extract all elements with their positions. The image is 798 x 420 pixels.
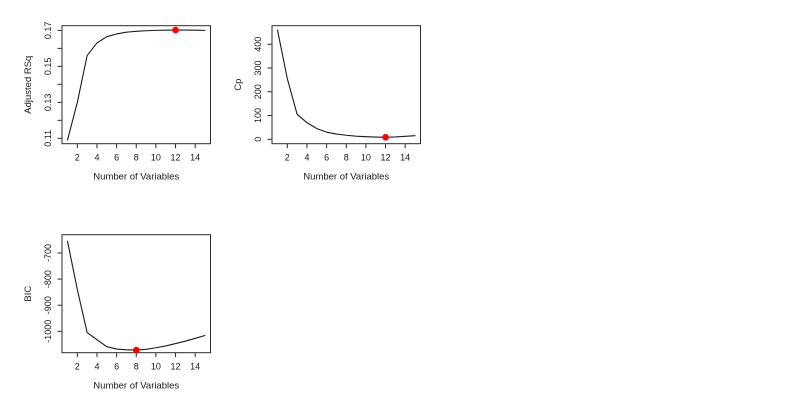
x-tick-label: 14 — [400, 153, 410, 163]
y-axis-title: Adjusted RSq — [23, 56, 34, 114]
x-tick-label: 14 — [190, 153, 200, 163]
x-tick-label: 10 — [361, 153, 371, 163]
y-tick-label: 0 — [253, 137, 263, 142]
x-tick-label: 10 — [151, 362, 161, 372]
x-tick-label: 2 — [285, 153, 290, 163]
x-axis-title: Number of Variables — [303, 172, 389, 183]
series-line — [66, 240, 206, 351]
y-tick-label: 100 — [253, 108, 263, 123]
x-tick-label: 12 — [381, 153, 391, 163]
chart-adjusted-rsq: 2 4 6 8 10 12 14 0.11 0.13 0.15 0.17 Number of Vari… — [0, 0, 240, 210]
y-tick-label: -900 — [43, 296, 53, 314]
y-axis-title: BIC — [23, 286, 34, 302]
series-line — [66, 29, 206, 141]
chart-cp: 2 4 6 8 10 12 14 0 100 200 300 400 Number of Variabl… — [210, 0, 450, 210]
x-tick-label: 4 — [94, 153, 99, 163]
x-tick-label: 10 — [151, 153, 161, 163]
y-tick-label: -800 — [43, 270, 53, 288]
x-tick-label: 8 — [134, 362, 139, 372]
x-tick-label: 6 — [114, 153, 119, 163]
y-tick-label: 200 — [253, 84, 263, 99]
y-tick-label: 0.15 — [43, 58, 53, 76]
x-tick-label: 12 — [171, 362, 181, 372]
plot-adjusted-rsq: 2 4 6 8 10 12 14 0.11 0.13 0.15 0.17 Number of Vari… — [23, 22, 211, 183]
plot-box — [271, 25, 421, 145]
y-tick-label: 0.17 — [43, 22, 53, 40]
best-point-marker — [172, 26, 179, 34]
x-axis-title: Number of Variables — [93, 381, 179, 392]
y-tick-label: -700 — [43, 244, 53, 262]
x-tick-label: 6 — [114, 362, 119, 372]
y-axis-title: Cp — [233, 79, 244, 91]
x-tick-label: 8 — [344, 153, 349, 163]
x-tick-label: 4 — [94, 362, 99, 372]
y-tick-label: -1000 — [43, 320, 53, 343]
plot-box — [61, 25, 211, 145]
y-tick-label: 300 — [253, 60, 263, 75]
y-tick-label: 0.13 — [43, 94, 53, 112]
x-tick-label: 4 — [304, 153, 309, 163]
y-tick-label: 400 — [253, 37, 263, 52]
plot-box — [61, 234, 211, 354]
y-tick-label: 0.11 — [43, 130, 53, 147]
plot-cp: 2 4 6 8 10 12 14 0 100 200 300 400 Number of Variabl… — [233, 25, 421, 183]
x-tick-label: 12 — [171, 153, 181, 163]
x-tick-label: 6 — [324, 153, 329, 163]
x-tick-label: 2 — [75, 153, 80, 163]
best-point-marker — [132, 346, 140, 354]
plot-bic: 2 4 6 8 10 12 14 -1000 -900 -800 -700 Number of Var… — [23, 234, 211, 392]
x-tick-label: 8 — [134, 153, 139, 163]
x-tick-label: 14 — [190, 362, 200, 372]
series-line — [276, 29, 416, 138]
x-tick-label: 2 — [75, 362, 80, 372]
best-point-marker — [382, 133, 389, 141]
x-axis-title: Number of Variables — [93, 172, 179, 183]
chart-bic: 2 4 6 8 10 12 14 -1000 -900 -800 -700 Number of Var… — [0, 209, 240, 419]
